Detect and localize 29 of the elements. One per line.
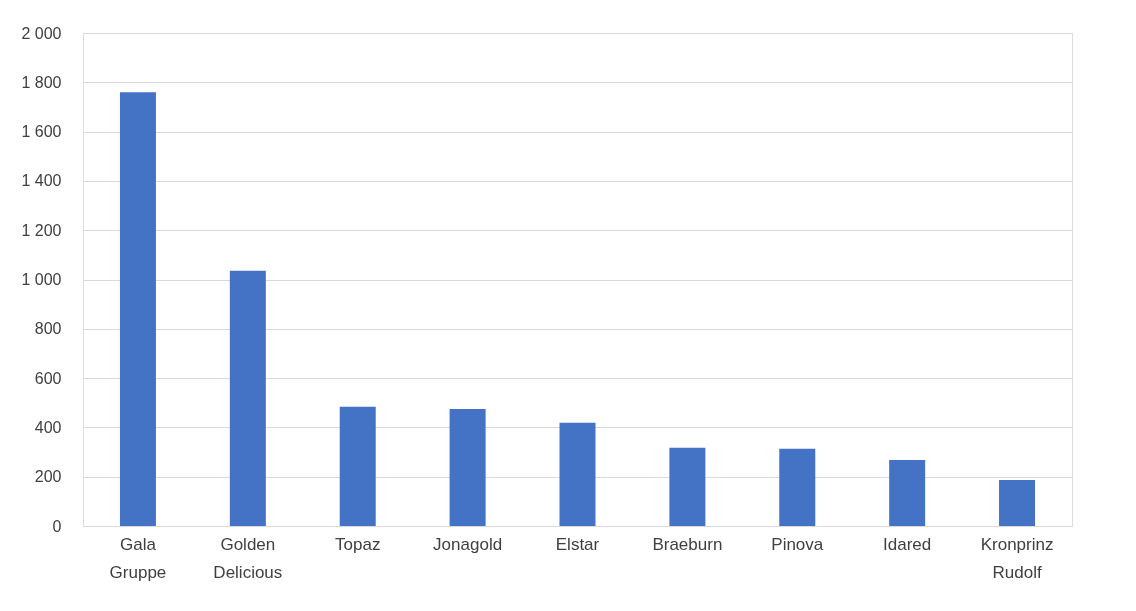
x-tick-label: Gala Gruppe: [109, 534, 167, 582]
bar: [889, 459, 926, 526]
y-tick-label: 200: [34, 468, 62, 486]
bar: [119, 92, 156, 526]
y-tick-label: 1 600: [21, 123, 62, 141]
y-tick-label: 600: [34, 369, 62, 387]
x-tick-label: Topaz: [335, 534, 381, 554]
bar: [999, 479, 1036, 526]
y-tick-label: 1 400: [21, 172, 62, 190]
x-tick-label: Pinova: [771, 534, 824, 554]
y-tick-label: 1 000: [21, 271, 62, 288]
x-tick-label: Elstar: [555, 534, 600, 554]
bar: [339, 406, 376, 526]
y-tick-label: 400: [34, 418, 62, 436]
y-tick-label: 2 000: [21, 24, 62, 42]
y-tick-label: 1 200: [21, 221, 62, 239]
bar: [779, 448, 816, 526]
x-tick-label: Kronprinz Rudolf: [980, 534, 1054, 582]
x-tick-label: Jonagold: [433, 534, 503, 554]
bar: [449, 408, 486, 526]
y-tick-label: 0: [52, 517, 62, 535]
bar: [559, 422, 596, 526]
x-tick-label: Braeburn: [652, 534, 723, 554]
x-tick-label: Idared: [883, 534, 932, 554]
bar: [229, 270, 266, 526]
y-tick-label: 800: [34, 320, 62, 338]
x-tick-label: Golden Delicious: [213, 534, 283, 582]
bar: [669, 447, 706, 526]
y-tick-label: 1 800: [21, 73, 62, 91]
